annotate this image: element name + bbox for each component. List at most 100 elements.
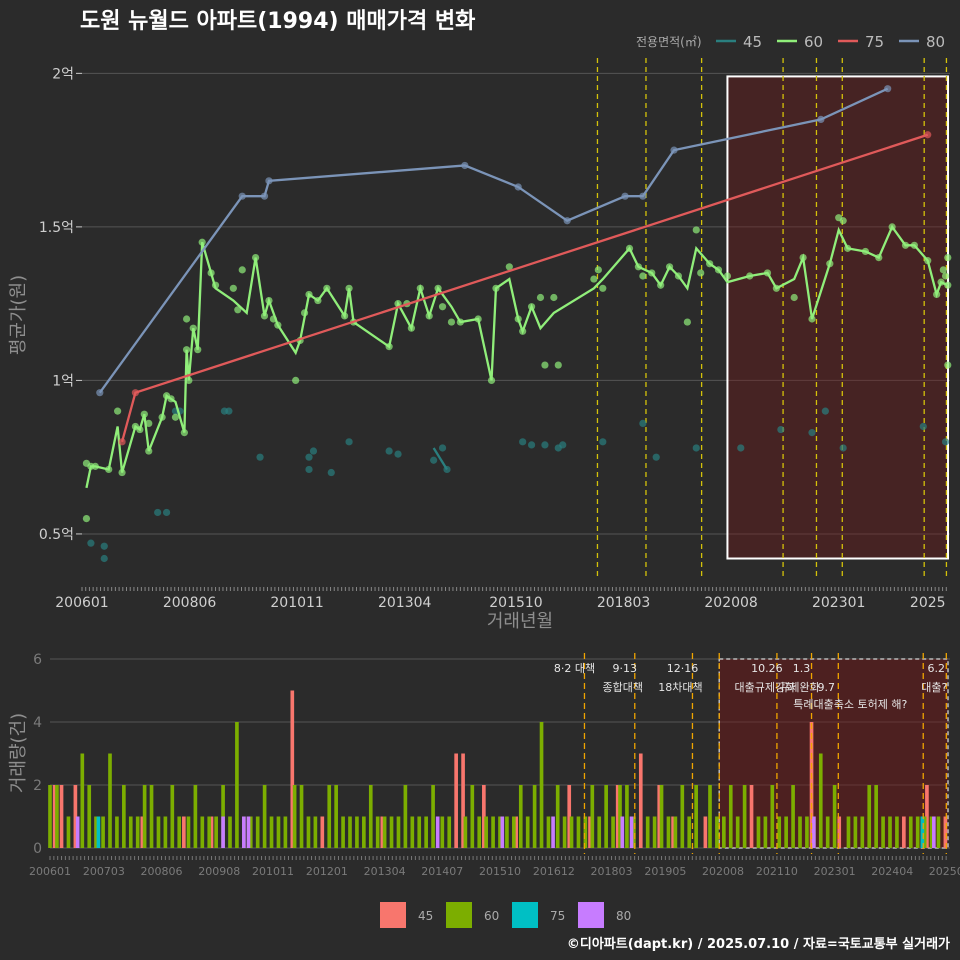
point-60 (839, 217, 847, 225)
bar-60 (625, 785, 629, 848)
point-45 (599, 438, 607, 446)
bar-60 (922, 816, 927, 848)
policy-annotation: 6.2 (928, 662, 946, 675)
volume-y-tick-label: 6 (33, 652, 42, 668)
bar-60 (341, 816, 345, 848)
bar-60 (539, 722, 544, 848)
bar-60 (108, 753, 112, 848)
policy-annotation: 12·16 (667, 662, 699, 675)
bar-60 (403, 785, 408, 848)
volume-x-tick-label: 201612 (533, 865, 575, 878)
point-45 (87, 539, 95, 547)
bar-60 (424, 816, 428, 848)
bar-60 (929, 816, 934, 848)
volume-x-tick-label: 201304 (364, 865, 406, 878)
bar-60 (687, 816, 692, 848)
policy-annotation: 대출규제강화 (735, 681, 796, 694)
point-60 (447, 318, 456, 326)
point-45 (225, 407, 233, 415)
series-line-75 (120, 133, 929, 443)
point-45 (162, 508, 171, 517)
bar-60 (715, 816, 719, 848)
bar-80 (242, 816, 246, 848)
bar-60 (80, 753, 85, 848)
bar-45 (514, 816, 518, 848)
point-60 (683, 318, 691, 326)
bar-80 (620, 816, 625, 848)
bottom-legend-swatch-60 (446, 902, 472, 928)
bar-45 (837, 816, 842, 848)
point-60 (145, 419, 153, 427)
bar-60 (149, 785, 154, 848)
bar-60 (562, 816, 567, 848)
point-45 (941, 438, 950, 446)
bar-45 (59, 785, 64, 848)
bar-60 (248, 816, 253, 848)
bar-45 (52, 785, 57, 848)
bar-60 (306, 816, 311, 848)
bar-60 (576, 816, 581, 848)
bar-60 (382, 816, 387, 848)
bar-60 (569, 816, 574, 848)
bar-60 (618, 785, 622, 848)
point-60 (114, 407, 122, 415)
volume-x-tick-label: 202404 (871, 865, 913, 878)
point-45 (385, 447, 393, 455)
point-60 (941, 272, 950, 280)
bar-80 (629, 816, 634, 848)
point-45 (305, 453, 313, 461)
bar-80 (812, 816, 816, 848)
legend-label-45: 45 (743, 33, 762, 51)
bar-80 (221, 816, 225, 848)
x-tick-label: 200806 (163, 595, 217, 611)
point-60 (594, 266, 602, 274)
bar-60 (470, 785, 475, 848)
point-45 (777, 425, 785, 434)
bar-60 (128, 816, 133, 848)
bar-60 (708, 785, 712, 848)
bar-60 (722, 816, 726, 848)
bar-60 (375, 816, 380, 848)
bar-60 (874, 785, 878, 848)
bar-45 (567, 785, 572, 848)
bar-60 (936, 816, 941, 848)
point-60 (590, 275, 598, 283)
bottom-legend-label-80: 80 (616, 909, 631, 923)
point-45 (519, 438, 527, 446)
point-45 (305, 465, 313, 474)
bar-60 (505, 816, 509, 848)
bar-60 (652, 816, 657, 848)
policy-annotation: 1.3 (793, 662, 811, 675)
bar-60 (525, 816, 530, 848)
y-tick-label: 2억 (52, 66, 74, 82)
bar-60 (846, 816, 851, 848)
bar-60 (784, 816, 788, 848)
bar-60 (555, 785, 560, 848)
bar-80 (246, 816, 251, 848)
x-tick-label: 2025 (910, 595, 946, 611)
bar-45 (73, 785, 78, 848)
legend-title: 전용면적(㎡) (636, 35, 702, 49)
legend-label-75: 75 (865, 33, 884, 51)
bar-60 (825, 816, 830, 848)
point-45 (430, 456, 438, 464)
point-45 (919, 422, 927, 431)
bar-60 (604, 785, 608, 848)
bar-45 (140, 816, 145, 848)
bar-60 (170, 785, 175, 848)
point-45 (839, 444, 847, 452)
point-60 (697, 269, 705, 277)
bar-60 (389, 816, 394, 848)
volume-x-tick-label: 202110 (756, 865, 798, 878)
bar-60 (186, 816, 191, 848)
bar-45 (943, 816, 948, 848)
bar-60 (214, 816, 218, 848)
bar-60 (818, 753, 823, 848)
point-60 (692, 226, 700, 234)
bar-45 (182, 816, 186, 848)
y-axis-title: 평균가(원) (8, 275, 29, 355)
bar-45 (482, 785, 486, 848)
bar-60 (583, 816, 588, 848)
